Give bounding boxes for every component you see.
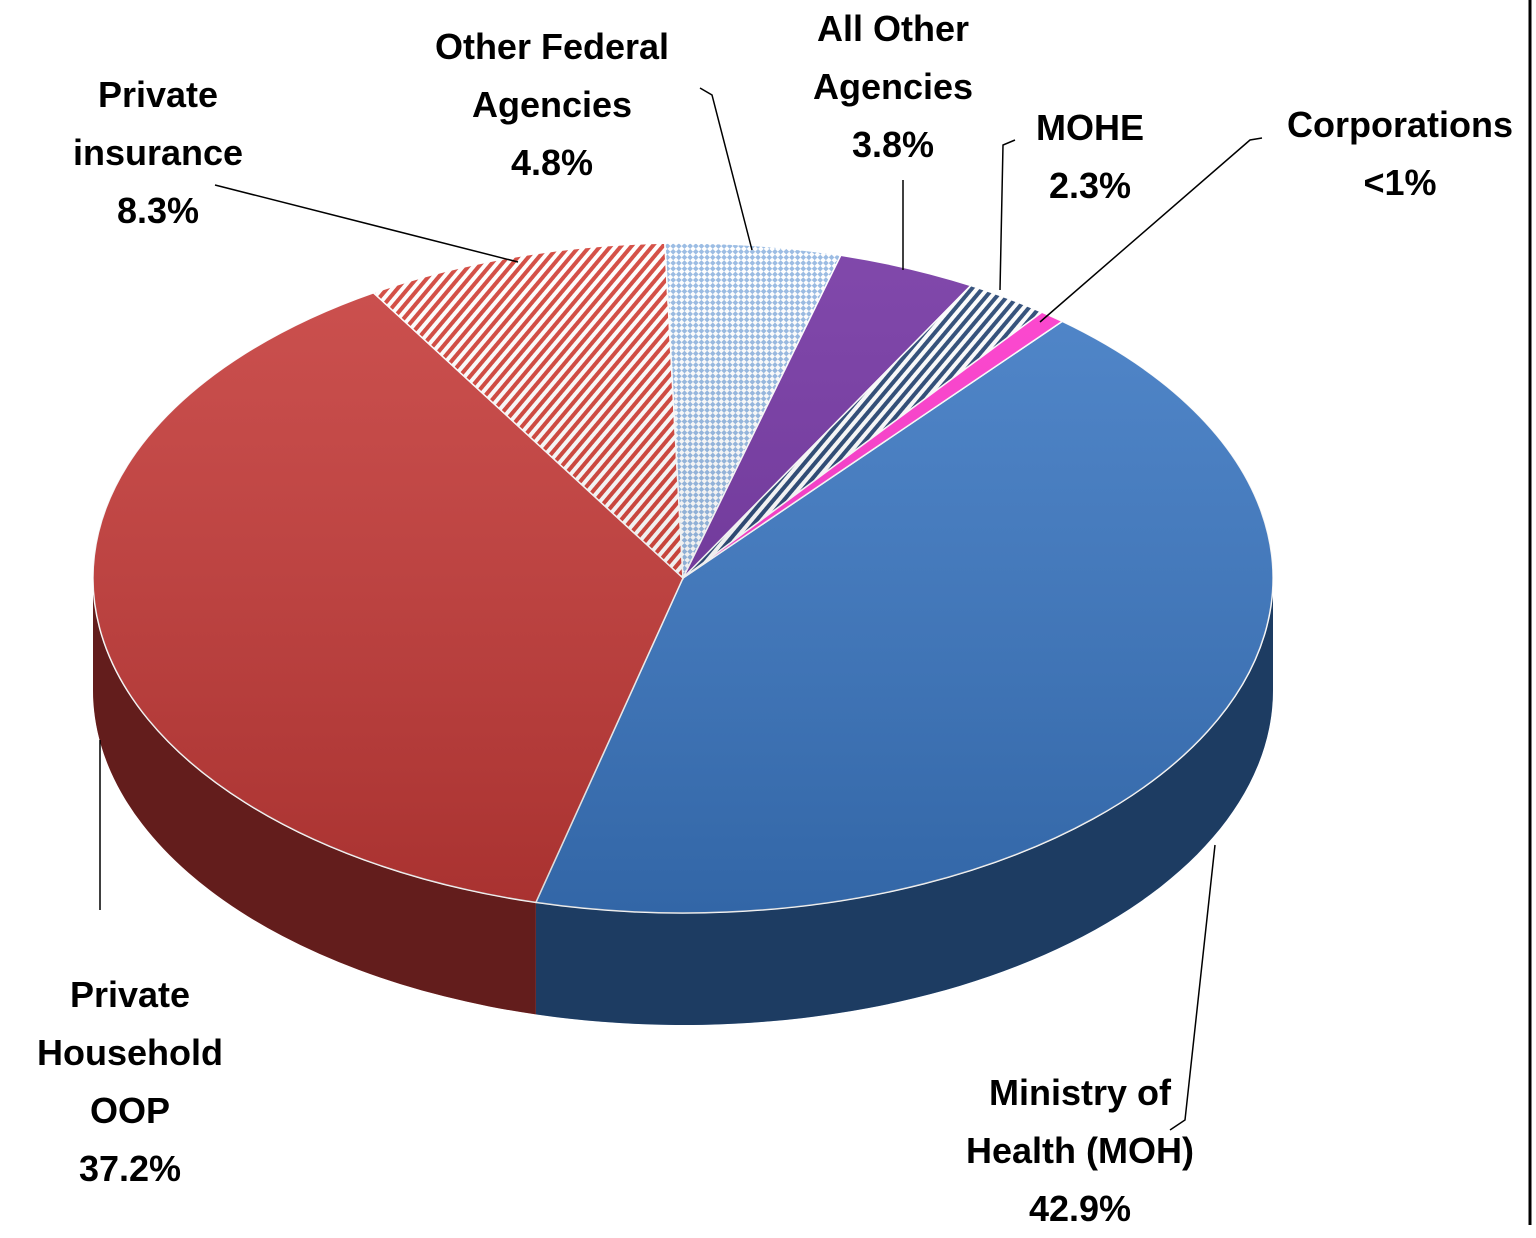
value-label: <1% [1363, 162, 1437, 203]
leader-line [999, 139, 1016, 291]
category-label: All Other Agencies [812, 8, 974, 107]
value-label: 8.3% [116, 190, 200, 231]
category-label: Private Household OOP [37, 974, 223, 1131]
value-label: 42.9% [1028, 1188, 1132, 1229]
category-label: Private insurance [72, 74, 244, 173]
category-label: Ministry of Health (MOH) [966, 1072, 1194, 1171]
slice-label: MOHE 2.3% [990, 99, 1190, 215]
value-label: 37.2% [78, 1148, 182, 1189]
leader-line [214, 184, 519, 263]
leader-line [1169, 844, 1216, 1131]
value-label: 3.8% [851, 124, 935, 165]
slice-label: All Other Agencies 3.8% [783, 0, 1003, 174]
slice-label: Corporations <1% [1270, 96, 1530, 212]
category-label: MOHE [1036, 107, 1144, 148]
slice-label: Other Federal Agencies 4.8% [402, 18, 702, 192]
leader-line [1039, 137, 1263, 323]
leader-line [699, 87, 753, 251]
slice-label: Ministry of Health (MOH) 42.9% [930, 1064, 1230, 1238]
slice-label: Private Household OOP 37.2% [10, 966, 250, 1198]
value-label: 2.3% [1048, 165, 1132, 206]
side-shade [535, 578, 1273, 1025]
category-label: Corporations [1286, 104, 1513, 145]
value-label: 4.8% [510, 142, 594, 183]
leader-lines [99, 87, 1263, 1131]
slice-label: Private insurance 8.3% [38, 66, 278, 240]
category-label: Other Federal Agencies [434, 26, 670, 125]
